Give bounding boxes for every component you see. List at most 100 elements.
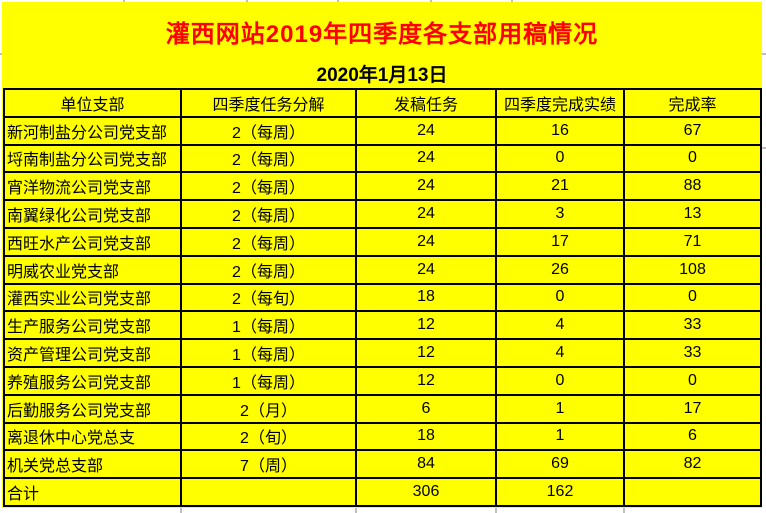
- cell: 84: [355, 449, 497, 480]
- cell: 26: [495, 254, 625, 285]
- cell: 2（每周）: [180, 143, 357, 174]
- report-table: 单位支部 四季度任务分解 发稿任务 四季度完成实绩 完成率 新河制盐分公司党支部 2（每周…: [3, 88, 762, 507]
- cell: 18: [355, 282, 497, 313]
- cell: 2（旬）: [180, 421, 357, 452]
- cell: 4: [495, 310, 625, 341]
- cell: 生产服务公司党支部: [3, 310, 182, 341]
- cell: 2（每旬）: [180, 282, 357, 313]
- cell: 2（每周）: [180, 115, 357, 146]
- table-row: 养殖服务公司党支部 1（每周） 12 0 0: [3, 365, 762, 396]
- cell: 69: [495, 449, 625, 480]
- cell: 1（每周）: [180, 338, 357, 368]
- gridline-tick: [511, 0, 513, 3]
- cell: 1: [495, 421, 625, 452]
- cell: 162: [495, 477, 625, 507]
- cell: 16: [495, 115, 625, 146]
- cell: 7（周）: [180, 449, 357, 480]
- cell: 0: [623, 143, 762, 174]
- report-sheet: 灌西网站2019年四季度各支部用稿情况 2020年1月13日 单位支部 四季度任务…: [2, 2, 762, 508]
- header-cell: 完成率: [623, 88, 762, 118]
- cell: 12: [355, 338, 497, 368]
- table-row: 埒南制盐分公司党支部 2（每周） 24 0 0: [3, 143, 762, 174]
- cell: 33: [623, 310, 762, 341]
- cell: 新河制盐分公司党支部: [3, 115, 182, 146]
- header-cell: 发稿任务: [355, 88, 497, 118]
- table-row: 资产管理公司党支部 1（每周） 12 4 33: [3, 338, 762, 368]
- cell: 1（每周）: [180, 365, 357, 396]
- table-row: 离退休中心党总支 2（旬） 18 1 6: [3, 421, 762, 452]
- cell: 资产管理公司党支部: [3, 338, 182, 368]
- total-row: 合计 306 162: [3, 477, 762, 507]
- cell: 宵洋物流公司党支部: [3, 171, 182, 202]
- cell: 离退休中心党总支: [3, 421, 182, 452]
- gridline-tick: [355, 508, 357, 513]
- cell: 71: [623, 226, 762, 257]
- cell: 明威农业党支部: [3, 254, 182, 285]
- cell: 21: [495, 171, 625, 202]
- table-row: 生产服务公司党支部 1（每周） 12 4 33: [3, 310, 762, 341]
- cell: 12: [355, 365, 497, 396]
- gridline-tick: [337, 0, 339, 3]
- cell: 灌西实业公司党支部: [3, 282, 182, 313]
- table-row: 宵洋物流公司党支部 2（每周） 24 21 88: [3, 171, 762, 202]
- cell: 2（每周）: [180, 171, 357, 202]
- cell: [623, 477, 762, 507]
- gridline-tick: [180, 508, 182, 513]
- cell: 0: [623, 282, 762, 313]
- cell: 2（月）: [180, 393, 357, 424]
- cell: 机关党总支部: [3, 449, 182, 480]
- gridline-tick: [623, 508, 625, 513]
- cell: 6: [355, 393, 497, 424]
- table-row: 明威农业党支部 2（每周） 24 26 108: [3, 254, 762, 285]
- cell: 2（每周）: [180, 254, 357, 285]
- header-row: 单位支部 四季度任务分解 发稿任务 四季度完成实绩 完成率: [3, 88, 762, 118]
- cell: 0: [495, 365, 625, 396]
- cell: 12: [355, 310, 497, 341]
- cell: 13: [623, 199, 762, 229]
- cell: 24: [355, 199, 497, 229]
- gridline-tick: [246, 0, 248, 3]
- table-row: 新河制盐分公司党支部 2（每周） 24 16 67: [3, 115, 762, 146]
- page-title: 灌西网站2019年四季度各支部用稿情况: [165, 21, 599, 48]
- cell: 18: [355, 421, 497, 452]
- cell: 埒南制盐分公司党支部: [3, 143, 182, 174]
- cell: 0: [623, 365, 762, 396]
- cell: 17: [623, 393, 762, 424]
- gridline-tick: [495, 508, 497, 513]
- cell: 24: [355, 115, 497, 146]
- cell: 3: [495, 199, 625, 229]
- gridline-tick: [0, 53, 2, 55]
- cell: 24: [355, 143, 497, 174]
- gridline-tick: [123, 0, 125, 3]
- header-cell: 单位支部: [3, 88, 182, 118]
- cell: 108: [623, 254, 762, 285]
- cell: 88: [623, 171, 762, 202]
- cell: 养殖服务公司党支部: [3, 365, 182, 396]
- cell: 2（每周）: [180, 226, 357, 257]
- cell: 33: [623, 338, 762, 368]
- cell: 1（每周）: [180, 310, 357, 341]
- cell: 17: [495, 226, 625, 257]
- cell: 306: [355, 477, 497, 507]
- table-row: 后勤服务公司党支部 2（月） 6 1 17: [3, 393, 762, 424]
- cell: 2（每周）: [180, 199, 357, 229]
- gridline-tick: [430, 0, 432, 3]
- cell: 82: [623, 449, 762, 480]
- cell: 67: [623, 115, 762, 146]
- cell: 6: [623, 421, 762, 452]
- cell: 合计: [3, 477, 182, 507]
- cell: 4: [495, 338, 625, 368]
- cell: 24: [355, 171, 497, 202]
- table-row: 灌西实业公司党支部 2（每旬） 18 0 0: [3, 282, 762, 313]
- cell: 西旺水产公司党支部: [3, 226, 182, 257]
- header-cell: 四季度完成实绩: [495, 88, 625, 118]
- table-row: 机关党总支部 7（周） 84 69 82: [3, 449, 762, 480]
- cell: 24: [355, 254, 497, 285]
- cell: 24: [355, 226, 497, 257]
- cell: 1: [495, 393, 625, 424]
- cell: 0: [495, 143, 625, 174]
- gridline-tick: [762, 147, 766, 149]
- cell: 0: [495, 282, 625, 313]
- table-row: 西旺水产公司党支部 2（每周） 24 17 71: [3, 226, 762, 257]
- table-row: 南翼绿化公司党支部 2（每周） 24 3 13: [3, 199, 762, 229]
